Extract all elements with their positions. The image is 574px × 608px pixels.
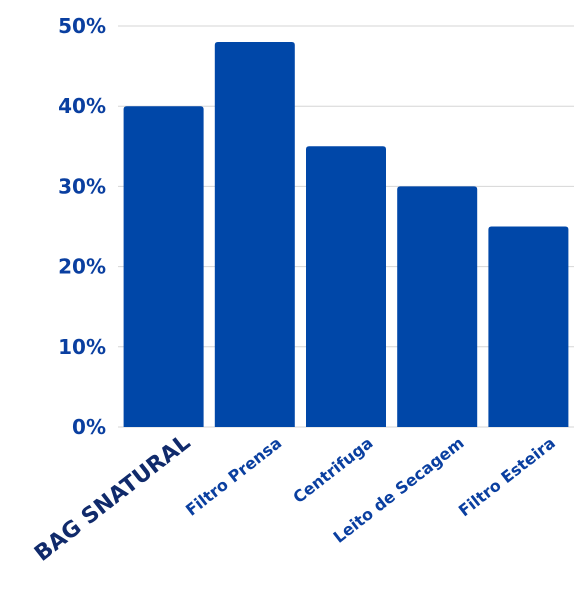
bar-leito-de-secagem — [397, 186, 478, 427]
y-tick-label-20: 20% — [58, 255, 106, 279]
x-tick-label-filtro-prensa: Filtro Prensa — [182, 433, 285, 520]
x-tick-label-bag-snatural: BAG SNATURAL — [30, 430, 195, 567]
y-tick-label-50: 50% — [58, 14, 106, 38]
bars — [123, 42, 569, 428]
y-axis-ticks: 0% 10% 20% 30% 40% 50% — [58, 14, 106, 439]
y-tick-label-30: 30% — [58, 174, 106, 198]
x-tick-label-filtro-esteira: Filtro Esteira — [455, 433, 559, 520]
y-tick-label-0: 0% — [72, 415, 106, 439]
bar-bag-snatural — [123, 106, 204, 427]
y-tick-label-40: 40% — [58, 94, 106, 118]
bar-filtro-prensa — [214, 42, 295, 427]
x-tick-label-centrifuga: Centrifuga — [289, 433, 376, 507]
bar-centrifuga — [306, 146, 386, 428]
bar-filtro-esteira — [488, 226, 569, 427]
y-tick-label-10: 10% — [58, 335, 106, 359]
